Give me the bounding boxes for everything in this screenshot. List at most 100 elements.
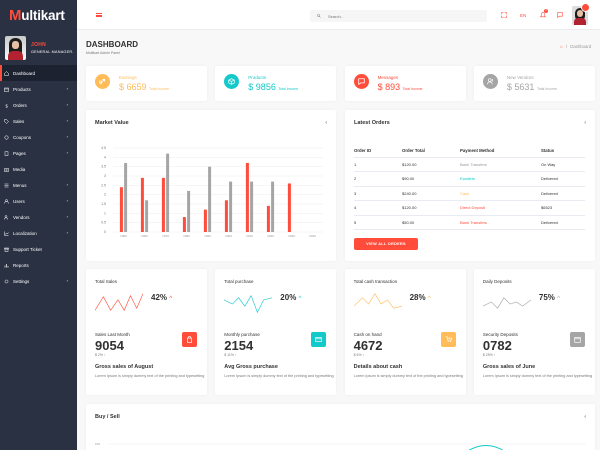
sidebar-item-label: Dashboard xyxy=(13,70,36,76)
order-status: Delivered xyxy=(541,215,585,230)
summary-card: Total cash transaction 28% ^ Cash on hand 4… xyxy=(344,269,466,395)
bar[interactable] xyxy=(145,200,149,232)
sidebar-item-label: Coupons xyxy=(13,134,32,140)
bar[interactable] xyxy=(166,153,170,232)
order-id: 1 xyxy=(354,157,402,172)
users-icon xyxy=(482,74,498,89)
bar[interactable] xyxy=(250,181,254,232)
col-order-total: Order Total xyxy=(402,145,460,158)
bar[interactable] xyxy=(140,177,144,232)
bar[interactable] xyxy=(224,200,228,232)
bar[interactable] xyxy=(266,205,270,232)
x-tick-label: 2030 xyxy=(288,234,295,238)
sidebar-item-pages[interactable]: Pages › xyxy=(0,145,77,161)
sidebar-item-products[interactable]: Products › xyxy=(0,81,77,97)
bar[interactable] xyxy=(287,183,291,232)
bar[interactable] xyxy=(119,187,123,232)
bar[interactable] xyxy=(203,209,207,232)
y-tick-label: 1 xyxy=(104,211,106,215)
bar[interactable] xyxy=(208,166,212,232)
user-icon xyxy=(3,198,9,204)
market-value-collapse-icon[interactable]: ‹ xyxy=(325,120,327,126)
sidebar-item-orders[interactable]: $ Orders › xyxy=(0,97,77,113)
language-selector[interactable]: EN xyxy=(520,13,527,18)
order-status: On Way xyxy=(541,157,585,172)
stat-sub: Total Income xyxy=(149,87,169,91)
breadcrumb-home-icon[interactable]: ⌂ xyxy=(560,44,563,49)
table-row[interactable]: 4 $120.00 Direct Deposit $6523 xyxy=(354,200,585,216)
bar[interactable] xyxy=(245,162,249,232)
table-row[interactable]: 2 $90.00 Ewallets Delivered xyxy=(354,171,585,187)
hamburger-menu-icon[interactable] xyxy=(96,13,102,17)
stat-card-new-vendors: New Vendors $ 5631 Total Income xyxy=(473,66,595,101)
stat-label: New Vendors xyxy=(506,75,534,80)
summary-label: Cash on hand xyxy=(353,332,382,337)
profile-name: JOHN xyxy=(31,42,47,48)
summary-card: Total purchase 20% ^ Monthly purchase 2154 $… xyxy=(215,269,337,395)
buy-sell-collapse-icon[interactable]: ‹ xyxy=(584,414,586,420)
sidebar-item-support-ticket[interactable]: Support Ticket xyxy=(0,241,77,257)
summary-label: Security Deposits xyxy=(482,332,518,337)
orders-table: Order ID Order Total Payment Method Stat… xyxy=(354,145,585,230)
bar[interactable] xyxy=(182,217,186,232)
latest-orders-collapse-icon[interactable]: ‹ xyxy=(584,120,586,126)
page-subtitle: Multikart Admin Panel xyxy=(86,51,120,55)
search-input[interactable] xyxy=(328,13,468,19)
x-tick-label: 1960 xyxy=(141,234,148,238)
table-row[interactable]: 5 $50.00 Bank Transfers Delivered xyxy=(354,215,585,230)
y-tick-label: 4 xyxy=(104,155,106,159)
sidebar-item-vendors[interactable]: Vendors › xyxy=(0,209,77,225)
order-id: 5 xyxy=(354,215,402,230)
percent-value: 75% xyxy=(538,293,555,302)
user-status-dot xyxy=(581,3,590,12)
breadcrumb-current: Dashboard xyxy=(570,44,592,49)
x-tick-label: 1950 xyxy=(120,234,127,238)
bar[interactable] xyxy=(187,190,191,232)
chart-icon xyxy=(3,230,9,236)
sidebar-item-dashboard[interactable]: Dashboard xyxy=(0,65,77,81)
payment-method: Ewallets xyxy=(460,171,541,187)
message-icon[interactable] xyxy=(557,12,563,19)
stat-amount: $ 5631 xyxy=(506,82,535,92)
sidebar-item-label: Reports xyxy=(13,262,29,268)
notification-bell-icon[interactable]: 3 xyxy=(539,9,548,19)
sidebar-item-sales[interactable]: Sales › xyxy=(0,113,77,129)
profile-avatar[interactable] xyxy=(5,36,26,60)
bar[interactable] xyxy=(161,177,165,232)
sparkline xyxy=(224,294,273,314)
sidebar-item-users[interactable]: Users › xyxy=(0,193,77,209)
sidebar-item-label: Orders xyxy=(13,102,27,108)
sidebar-item-localization[interactable]: Localization › xyxy=(0,225,77,241)
sidebar-item-reports[interactable]: Reports xyxy=(0,257,77,273)
summary-percent: 75% ^ xyxy=(539,293,560,302)
bar[interactable] xyxy=(124,162,128,232)
summary-value: 4672 xyxy=(353,338,383,353)
chevron-right-icon: › xyxy=(66,278,68,283)
view-all-orders-button[interactable]: VIEW ALL ORDERS xyxy=(354,238,418,250)
order-status: $6523 xyxy=(541,200,585,216)
camera-icon xyxy=(3,166,9,172)
summary-label: Sales Last Month xyxy=(95,332,130,337)
order-total: $120.00 xyxy=(402,157,460,172)
sidebar-item-coupons[interactable]: Coupons › xyxy=(0,129,77,145)
sidebar-item-menus[interactable]: Menus › xyxy=(0,177,77,193)
bar[interactable] xyxy=(271,181,275,232)
payment-method: Direct Deposit xyxy=(460,200,541,216)
summary-title: Total Sales xyxy=(95,279,118,284)
chevron-right-icon: › xyxy=(66,102,68,107)
sidebar-item-label: Users xyxy=(13,198,25,204)
fullscreen-icon[interactable] xyxy=(501,12,507,19)
table-row[interactable]: 3 $240.00 Cash Delivered xyxy=(354,186,585,201)
col-order-id: Order ID xyxy=(354,145,402,158)
payment-method: Bank Transfers xyxy=(460,215,541,230)
box-icon xyxy=(3,86,9,92)
sidebar-item-settings[interactable]: Settings › xyxy=(0,273,77,289)
summary-percent: 20% ^ xyxy=(280,293,301,302)
home-icon xyxy=(3,70,9,76)
bar[interactable] xyxy=(229,181,233,232)
table-row[interactable]: 1 $120.00 Bank Transfers On Way xyxy=(354,157,585,172)
sidebar-item-label: Localization xyxy=(13,230,37,236)
sidebar-item-media[interactable]: Media xyxy=(0,161,77,177)
stat-amount: $ 6659 xyxy=(119,82,147,92)
